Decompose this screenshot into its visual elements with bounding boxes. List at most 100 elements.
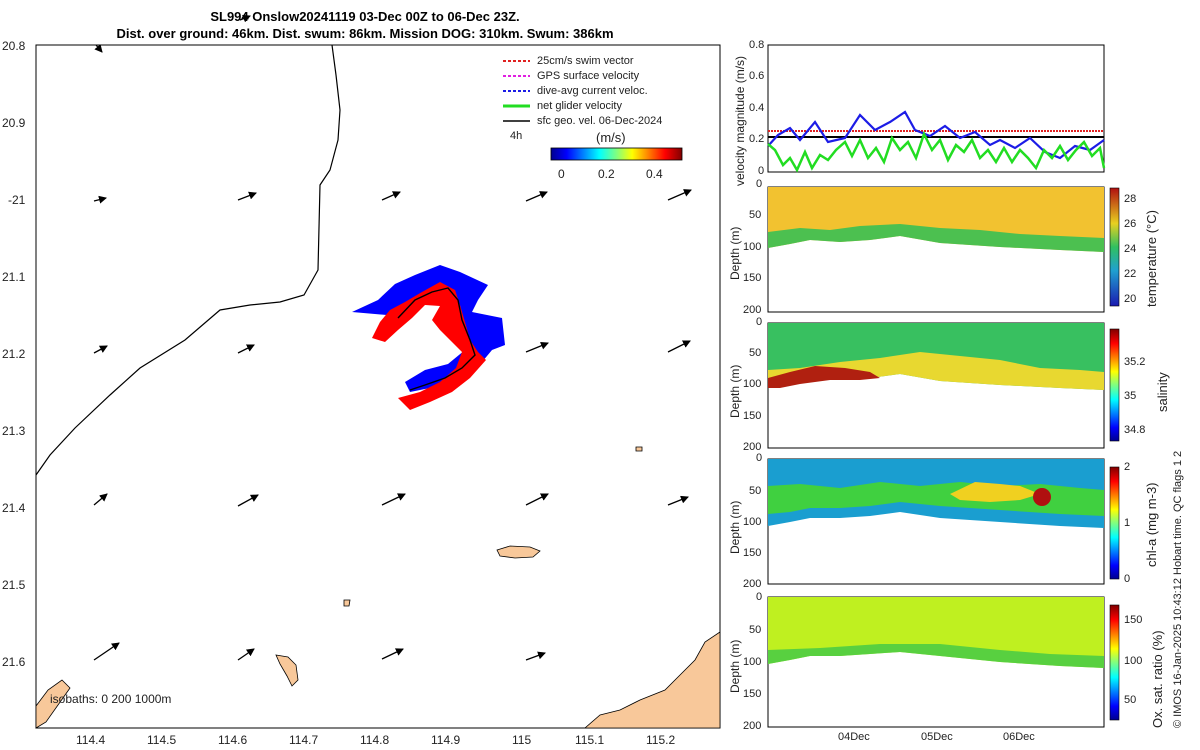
footer-note: © IMOS 16-Jan-2025 10:43:12 Hobart time.… [1172, 450, 1184, 728]
lat-tick: 21.2 [2, 347, 26, 361]
salinity-ytick: 50 [749, 347, 762, 359]
lon-tick: 114.8 [360, 733, 390, 747]
legend-label-net: net glider velocity [537, 100, 622, 112]
chla-cbar-label: chl-a (mg m-3) [1144, 482, 1159, 567]
salinity-ytick: 200 [743, 441, 762, 453]
oxygen-ytick: 200 [743, 720, 762, 732]
islet [635, 446, 643, 452]
oxygen-ytick: 0 [756, 591, 763, 603]
isobaths-label: isobaths: 0 200 1000m [50, 692, 172, 706]
date-tick: 04Dec [838, 731, 870, 743]
chla-ytick: 100 [743, 516, 762, 528]
date-tick: 05Dec [921, 731, 953, 743]
temperature-ytick: 100 [743, 241, 762, 253]
salinity-ylabel: Depth (m) [728, 364, 742, 418]
oxygen-cbar-label: Ox. sat. ratio (%) [1150, 630, 1165, 728]
oxygen-ytick: 150 [743, 688, 762, 700]
velocity-colorbar [550, 147, 683, 161]
oxygen-section-low [768, 644, 1104, 668]
legend-label-current: dive-avg current veloc. [537, 85, 648, 97]
salinity-section-mid [768, 352, 1104, 390]
velocity-ytick: 0.2 [749, 133, 765, 145]
colorbar-tick: 0.2 [598, 167, 615, 181]
island-south [275, 654, 299, 687]
chla-ytick: 150 [743, 547, 762, 559]
chla-cbar-tick: 1 [1124, 517, 1131, 529]
temperature-cbar-tick: 24 [1124, 243, 1137, 255]
figure-title-line2: Dist. over ground: 46km. Dist. swum: 86k… [116, 26, 614, 41]
lon-tick: 115 [512, 733, 532, 747]
lon-tick: 114.7 [289, 733, 319, 747]
lon-tick: 115.2 [646, 733, 676, 747]
chla-ytick: 0 [756, 452, 763, 464]
chla-ylabel: Depth (m) [728, 500, 742, 554]
colorbar-unit: (m/s) [596, 130, 626, 145]
salinity-cbar-label: salinity [1155, 372, 1170, 412]
temperature-cbar-tick: 26 [1124, 218, 1137, 230]
chla-section-high [950, 482, 1040, 502]
oxygen-cbar-tick: 50 [1124, 694, 1137, 706]
salinity-cbar-tick: 34.8 [1124, 424, 1146, 436]
oxygen-cbar-tick: 100 [1124, 655, 1143, 667]
oxygen-ylabel: Depth (m) [728, 639, 742, 693]
lat-tick: 20.8 [2, 39, 26, 53]
temperature-cbar-tick: 22 [1124, 268, 1137, 280]
oxygen-cbar-tick: 150 [1124, 614, 1143, 626]
colorbar-tick: 0 [558, 167, 565, 181]
map-frame [35, 44, 721, 729]
salinity-cbar-tick: 35.2 [1124, 356, 1146, 368]
chla-max-patch [1033, 488, 1051, 506]
island-east [496, 545, 541, 559]
temperature-cbar-label: temperature (°C) [1144, 210, 1159, 307]
geostrophic-arrows [93, 14, 692, 661]
temperature-ylabel: Depth (m) [728, 226, 742, 280]
glider-track-line [397, 287, 476, 391]
coastline-isobath [35, 44, 341, 476]
islet [343, 599, 351, 607]
salinity-cbar-tick: 35 [1124, 390, 1137, 402]
track-swim-vectors [372, 282, 486, 410]
lat-tick: 21.5 [2, 578, 26, 592]
temperature-section-cool [768, 224, 1104, 252]
salinity-colorbar [1109, 328, 1120, 442]
chla-cbar-tick: 0 [1124, 573, 1131, 585]
date-tick: 06Dec [1003, 731, 1035, 743]
salinity-section-high [768, 366, 880, 388]
figure-title-line1: SL994 Onslow20241119 03-Dec 00Z to 06-De… [210, 9, 520, 24]
legend-label-gps: GPS surface velocity [537, 70, 640, 82]
temperature-ytick: 200 [743, 304, 762, 316]
chla-cbar-tick: 2 [1124, 461, 1131, 473]
temperature-cbar-tick: 20 [1124, 293, 1137, 305]
net-glider-velocity-series [767, 130, 1106, 173]
island-southwest [35, 679, 71, 729]
lat-tick: 21.6 [2, 655, 26, 669]
oxygen-ytick: 50 [749, 624, 762, 636]
mainland-coast [583, 631, 721, 729]
chla-colorbar [1109, 466, 1120, 580]
velocity-ytick: 0.6 [749, 70, 765, 82]
salinity-ytick: 100 [743, 378, 762, 390]
velocity-ytick: 0 [758, 165, 765, 177]
velocity-ytick: 0.8 [749, 39, 765, 51]
lat-tick: 20.9 [2, 116, 26, 130]
oxygen-ytick: 100 [743, 656, 762, 668]
legend-label-swim: 25cm/s swim vector [537, 55, 634, 67]
velocity-ylabel: velocity magnitude (m/s) [733, 55, 747, 186]
salinity-ytick: 0 [756, 316, 763, 328]
legend-label-sfc: sfc geo. vel. 06-Dec-2024 [537, 115, 663, 127]
chla-ytick: 200 [743, 578, 762, 590]
lon-tick: 114.9 [431, 733, 461, 747]
colorbar-tick: 0.4 [646, 167, 663, 181]
map-legend [503, 60, 530, 122]
oxygen-colorbar [1109, 604, 1120, 721]
temperature-ytick: 50 [749, 209, 762, 221]
salinity-ytick: 150 [743, 410, 762, 422]
temperature-colorbar [1109, 187, 1120, 307]
lat-tick: 21.3 [2, 424, 26, 438]
lat-tick: -21 [8, 193, 26, 207]
lon-tick: 115.1 [575, 733, 605, 747]
temperature-ytick: 150 [743, 272, 762, 284]
lat-tick: 21.4 [2, 501, 26, 515]
time-step-label: 4h [510, 130, 523, 142]
